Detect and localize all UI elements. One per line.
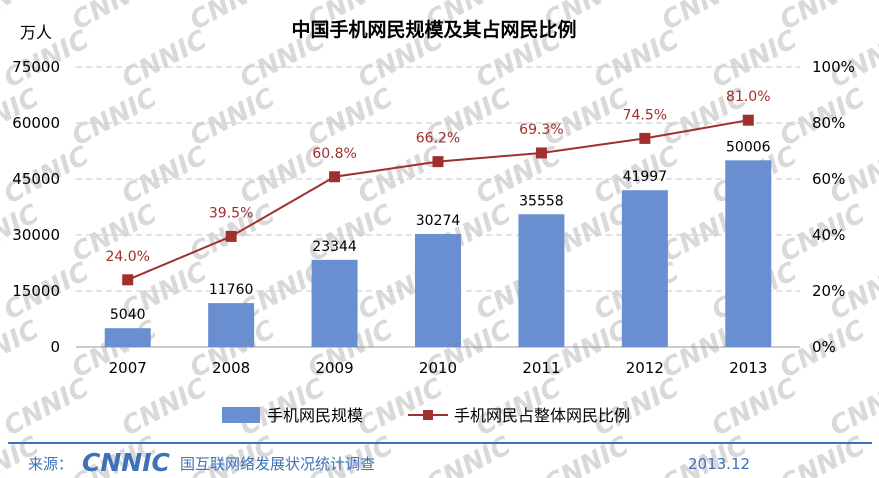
legend-bar-label: 手机网民规模 xyxy=(267,406,363,425)
line-point xyxy=(122,274,134,286)
line-value-label: 81.0% xyxy=(726,89,770,105)
y-tick-label: 60000 xyxy=(12,114,60,132)
bar xyxy=(104,328,151,347)
footer-date: 2013.12 xyxy=(688,455,750,473)
line-point xyxy=(639,132,651,144)
line-value-label: 66.2% xyxy=(416,131,460,147)
watermark-text: CNNIC xyxy=(303,199,398,268)
y2-tick-label: 20% xyxy=(812,282,845,300)
watermark-text: CNNIC xyxy=(185,83,280,152)
legend-line-marker xyxy=(423,410,433,420)
x-tick-label: 2008 xyxy=(212,359,250,377)
watermark-text: CNNIC xyxy=(707,25,802,94)
footer-organization: 国互联网络发展状况统计调查 xyxy=(180,455,375,473)
y2-axis-ticks: 0% 20% 40% 60% 80% 100% xyxy=(812,58,855,356)
x-tick-label: 2013 xyxy=(729,359,767,377)
watermark-text: CNNIC xyxy=(0,373,94,442)
y2-tick-label: 60% xyxy=(812,170,845,188)
y2-tick-label: 0% xyxy=(812,338,836,356)
bar-value-label: 11760 xyxy=(209,282,254,298)
footer-source-label: 来源： xyxy=(28,455,73,473)
watermark-text: CNNIC xyxy=(353,373,448,442)
y-tick-label: 15000 xyxy=(12,282,60,300)
line-value-label: 39.5% xyxy=(209,205,253,221)
bar xyxy=(621,190,668,347)
watermark-text: CNNIC xyxy=(67,83,162,152)
bar xyxy=(725,160,772,347)
x-tick-label: 2011 xyxy=(522,359,560,377)
watermark-text: CNNIC xyxy=(303,83,398,152)
y2-tick-label: 100% xyxy=(812,58,855,76)
line-series xyxy=(122,114,754,286)
y-tick-label: 0 xyxy=(50,338,60,356)
watermark-text: CNNIC xyxy=(589,25,684,94)
line-value-label: 24.0% xyxy=(105,249,149,265)
x-tick-label: 2012 xyxy=(626,359,664,377)
y2-tick-label: 80% xyxy=(812,114,845,132)
line-value-label: 74.5% xyxy=(623,107,667,123)
watermark-text: CNNIC xyxy=(353,141,448,210)
bar xyxy=(208,303,255,347)
y-axis-ticks: 0 15000 30000 45000 60000 75000 xyxy=(12,58,60,356)
watermark-text: CNNIC xyxy=(539,431,634,478)
bar-value-label: 23344 xyxy=(312,239,357,255)
x-tick-label: 2010 xyxy=(419,359,457,377)
bar xyxy=(415,233,461,347)
watermark-text: CNNIC xyxy=(117,25,212,94)
bar-value-label: 5040 xyxy=(110,307,146,323)
y-axis-unit: 万人 xyxy=(20,23,52,42)
line-point xyxy=(432,156,444,168)
line-point xyxy=(535,147,547,159)
bar-value-label: 35558 xyxy=(519,193,564,209)
chart-title: 中国手机网民规模及其占网民比例 xyxy=(291,18,576,41)
y-tick-label: 45000 xyxy=(12,170,60,188)
footer-logo: CNNIC xyxy=(82,448,170,477)
y-tick-label: 30000 xyxy=(12,226,60,244)
legend-bar-swatch xyxy=(222,407,260,423)
y2-tick-label: 40% xyxy=(812,226,845,244)
bar-value-label: 41997 xyxy=(623,169,668,185)
line-value-label: 60.8% xyxy=(312,146,356,162)
x-tick-label: 2007 xyxy=(109,359,147,377)
bar xyxy=(311,259,358,347)
line-labels: 24.0% 39.5% 60.8% 66.2% 69.3% 74.5% 81.0% xyxy=(105,89,770,265)
line-value-label: 69.3% xyxy=(519,122,563,138)
watermark-text: CNNIC xyxy=(117,141,212,210)
bar-labels: 5040 11760 23344 30274 35558 41997 50006 xyxy=(110,139,771,323)
y-tick-label: 75000 xyxy=(12,58,60,76)
x-tick-label: 2009 xyxy=(315,359,353,377)
watermark-text: CNNIC xyxy=(707,373,802,442)
watermark-text: CNNIC xyxy=(117,373,212,442)
line-point xyxy=(225,230,237,242)
footer-rule xyxy=(8,442,872,444)
bar-series xyxy=(104,160,772,347)
line-point xyxy=(742,114,754,126)
bar-value-label: 30274 xyxy=(416,213,461,229)
x-axis-ticks: 2007 2008 2009 2010 2011 2012 2013 xyxy=(109,359,768,377)
watermark-text: CNNIC xyxy=(421,431,516,478)
bar-value-label: 50006 xyxy=(726,139,771,155)
watermark-text: CNNIC xyxy=(775,431,870,478)
legend: 手机网民规模 手机网民占整体网民比例 xyxy=(222,406,630,425)
legend-line-label: 手机网民占整体网民比例 xyxy=(454,406,630,425)
bar xyxy=(518,214,565,347)
line-point xyxy=(329,171,341,183)
watermark-text: CNNIC xyxy=(0,315,44,384)
